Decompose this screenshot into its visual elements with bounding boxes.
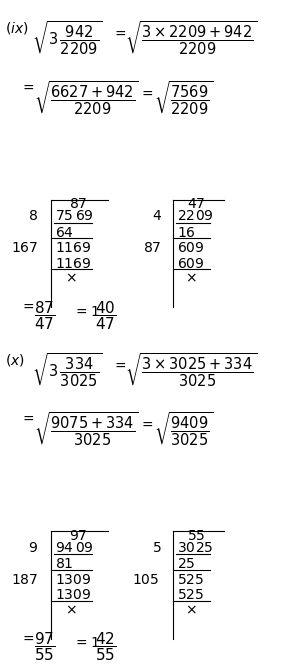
Text: $1169$: $1169$ xyxy=(55,256,92,270)
Text: $69$: $69$ xyxy=(75,209,93,223)
Text: $\dfrac{87}{47}$: $\dfrac{87}{47}$ xyxy=(34,299,55,332)
Text: $87$: $87$ xyxy=(69,197,88,211)
Text: $525$: $525$ xyxy=(177,588,205,602)
Text: $1309$: $1309$ xyxy=(55,573,92,587)
Text: $75$: $75$ xyxy=(55,209,74,223)
Text: $(ix)$: $(ix)$ xyxy=(5,20,28,36)
Text: $= 1$: $= 1$ xyxy=(73,636,100,650)
Text: $\times$: $\times$ xyxy=(65,272,77,286)
Text: $47$: $47$ xyxy=(187,197,205,211)
Text: $\sqrt{\dfrac{3\times3025+334}{3025}}$: $\sqrt{\dfrac{3\times3025+334}{3025}}$ xyxy=(125,352,257,389)
Text: $25$: $25$ xyxy=(177,557,196,571)
Text: $4$: $4$ xyxy=(151,209,162,223)
Text: $22$: $22$ xyxy=(177,209,195,223)
Text: $\dfrac{97}{55}$: $\dfrac{97}{55}$ xyxy=(34,630,55,663)
Text: $30$: $30$ xyxy=(177,541,196,555)
Text: $=$: $=$ xyxy=(112,357,127,371)
Text: $\sqrt{3\,\dfrac{942}{2209}}$: $\sqrt{3\,\dfrac{942}{2209}}$ xyxy=(32,20,103,57)
Text: $=$: $=$ xyxy=(20,80,35,94)
Text: $8$: $8$ xyxy=(28,209,38,223)
Text: $=$: $=$ xyxy=(139,86,154,100)
Text: $09$: $09$ xyxy=(195,209,213,223)
Text: $\sqrt{3\,\dfrac{334}{3025}}$: $\sqrt{3\,\dfrac{334}{3025}}$ xyxy=(32,352,103,389)
Text: $97$: $97$ xyxy=(69,529,88,543)
Text: $94$: $94$ xyxy=(55,541,74,555)
Text: $64$: $64$ xyxy=(55,225,74,240)
Text: $\sqrt{\dfrac{6627+942}{2209}}$: $\sqrt{\dfrac{6627+942}{2209}}$ xyxy=(34,80,139,116)
Text: $187$: $187$ xyxy=(11,573,38,587)
Text: $\sqrt{\dfrac{9409}{3025}}$: $\sqrt{\dfrac{9409}{3025}}$ xyxy=(154,411,213,448)
Text: $9$: $9$ xyxy=(28,541,38,555)
Text: $1169$: $1169$ xyxy=(55,241,92,255)
Text: $= 1$: $= 1$ xyxy=(73,304,100,318)
Text: $(x)$: $(x)$ xyxy=(5,352,25,368)
Text: $\times$: $\times$ xyxy=(185,272,197,286)
Text: $09$: $09$ xyxy=(75,541,93,555)
Text: $167$: $167$ xyxy=(11,241,38,255)
Text: $\dfrac{40}{47}$: $\dfrac{40}{47}$ xyxy=(95,299,117,332)
Text: $\sqrt{\dfrac{7569}{2209}}$: $\sqrt{\dfrac{7569}{2209}}$ xyxy=(154,80,213,116)
Text: $\times$: $\times$ xyxy=(65,603,77,617)
Text: $609$: $609$ xyxy=(177,256,205,270)
Text: $16$: $16$ xyxy=(177,225,196,240)
Text: $=$: $=$ xyxy=(20,299,35,313)
Text: $\sqrt{\dfrac{3\times2209+942}{2209}}$: $\sqrt{\dfrac{3\times2209+942}{2209}}$ xyxy=(125,20,257,57)
Text: $81$: $81$ xyxy=(55,557,74,571)
Text: $609$: $609$ xyxy=(177,241,205,255)
Text: $1309$: $1309$ xyxy=(55,588,92,602)
Text: $=$: $=$ xyxy=(20,630,35,644)
Text: $105$: $105$ xyxy=(132,573,160,587)
Text: $525$: $525$ xyxy=(177,573,205,587)
Text: $=$: $=$ xyxy=(112,26,127,40)
Text: $87$: $87$ xyxy=(143,241,162,255)
Text: $55$: $55$ xyxy=(187,529,205,543)
Text: $\dfrac{42}{55}$: $\dfrac{42}{55}$ xyxy=(95,630,117,663)
Text: $\sqrt{\dfrac{9075+334}{3025}}$: $\sqrt{\dfrac{9075+334}{3025}}$ xyxy=(34,411,139,448)
Text: $=$: $=$ xyxy=(139,417,154,431)
Text: $5$: $5$ xyxy=(152,541,162,555)
Text: $25$: $25$ xyxy=(195,541,213,555)
Text: $\times$: $\times$ xyxy=(185,603,197,617)
Text: $=$: $=$ xyxy=(20,411,35,425)
